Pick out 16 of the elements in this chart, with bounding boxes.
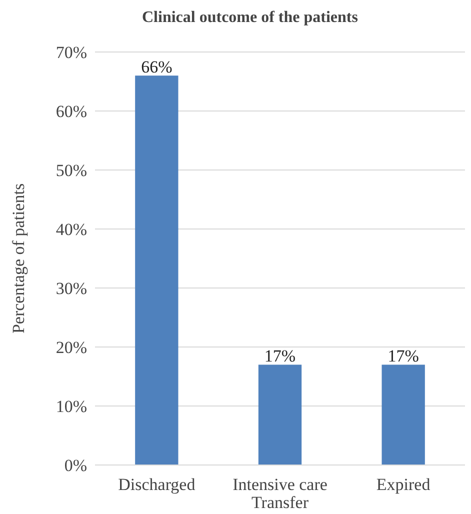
x-tick-label: Intensive care Transfer bbox=[232, 475, 328, 512]
chart-title: Clinical outcome of the patients bbox=[142, 9, 358, 26]
y-tick-label: 70% bbox=[56, 42, 87, 62]
y-tick-label: 0% bbox=[64, 456, 87, 475]
y-tick-label: 20% bbox=[56, 338, 87, 357]
y-tick-label: 10% bbox=[56, 396, 87, 416]
y-tick-label: 40% bbox=[56, 220, 87, 239]
y-tick-label: 30% bbox=[56, 278, 87, 298]
y-tick-label: 50% bbox=[56, 160, 87, 180]
x-tick-label: Discharged bbox=[118, 475, 196, 494]
y-tick-label: 60% bbox=[56, 102, 87, 121]
x-tick-label: Expired bbox=[376, 475, 431, 494]
data-label: 66% bbox=[141, 58, 172, 77]
data-label: 17% bbox=[388, 346, 419, 366]
data-label: 17% bbox=[264, 346, 296, 366]
y-axis-title: Percentage of patients bbox=[9, 183, 28, 334]
